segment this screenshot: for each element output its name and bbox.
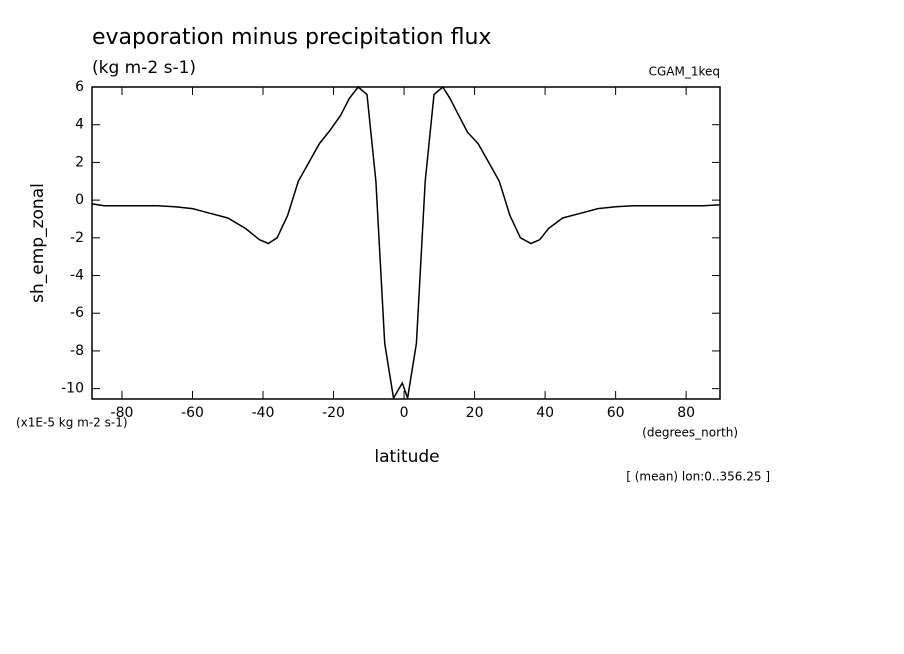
- y-tick-label: -6: [70, 305, 84, 321]
- x-tick-label: 80: [677, 405, 695, 421]
- dataset-label: CGAM_1keq: [649, 65, 720, 79]
- y-tick-label: -2: [70, 230, 84, 246]
- x-tick-label: 60: [607, 405, 625, 421]
- annotation: [ (mean) lon:0..356.25 ]: [626, 470, 770, 484]
- data-line: [91, 85, 721, 401]
- x-tick-label: -20: [322, 405, 345, 421]
- x-units: (degrees_north): [642, 426, 738, 440]
- x-tick-label: -80: [111, 405, 134, 421]
- y-tick-label: 0: [75, 192, 84, 208]
- plot-frame: [91, 86, 721, 400]
- x-tick-label: 0: [400, 405, 409, 421]
- y-tick-label: -8: [70, 343, 84, 359]
- x-tick-label: -60: [181, 405, 204, 421]
- y-tick-label: 4: [75, 117, 84, 133]
- y-tick-label: 6: [75, 79, 84, 95]
- y-tick-label: -10: [61, 381, 84, 397]
- x-tick-label: 20: [466, 405, 484, 421]
- y-axis-label: sh_emp_zonal: [28, 183, 48, 303]
- chart-subtitle: (kg m-2 s-1): [92, 58, 196, 78]
- y-tick-label: -4: [70, 268, 84, 284]
- x-tick-label: 40: [536, 405, 554, 421]
- x-tick-label: -40: [252, 405, 275, 421]
- chart-title: evaporation minus precipitation flux: [92, 25, 491, 50]
- y-units: (x1E-5 kg m-2 s-1): [16, 416, 128, 430]
- x-axis-label: latitude: [374, 447, 439, 467]
- y-tick-label: 2: [75, 154, 84, 170]
